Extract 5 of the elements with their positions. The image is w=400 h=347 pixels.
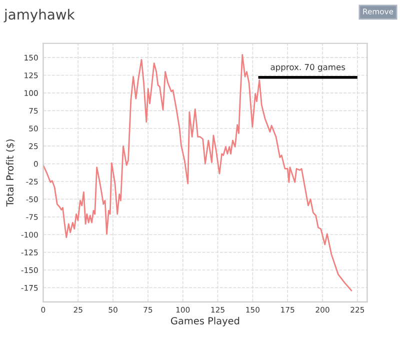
annotation: approx. 70 games bbox=[270, 64, 346, 72]
chart-title: jamyhawk bbox=[4, 8, 75, 22]
line-series bbox=[43, 54, 352, 292]
x-axis-title: Games Played bbox=[170, 316, 240, 326]
y-axis-title: Total Profit ($) bbox=[6, 139, 15, 207]
